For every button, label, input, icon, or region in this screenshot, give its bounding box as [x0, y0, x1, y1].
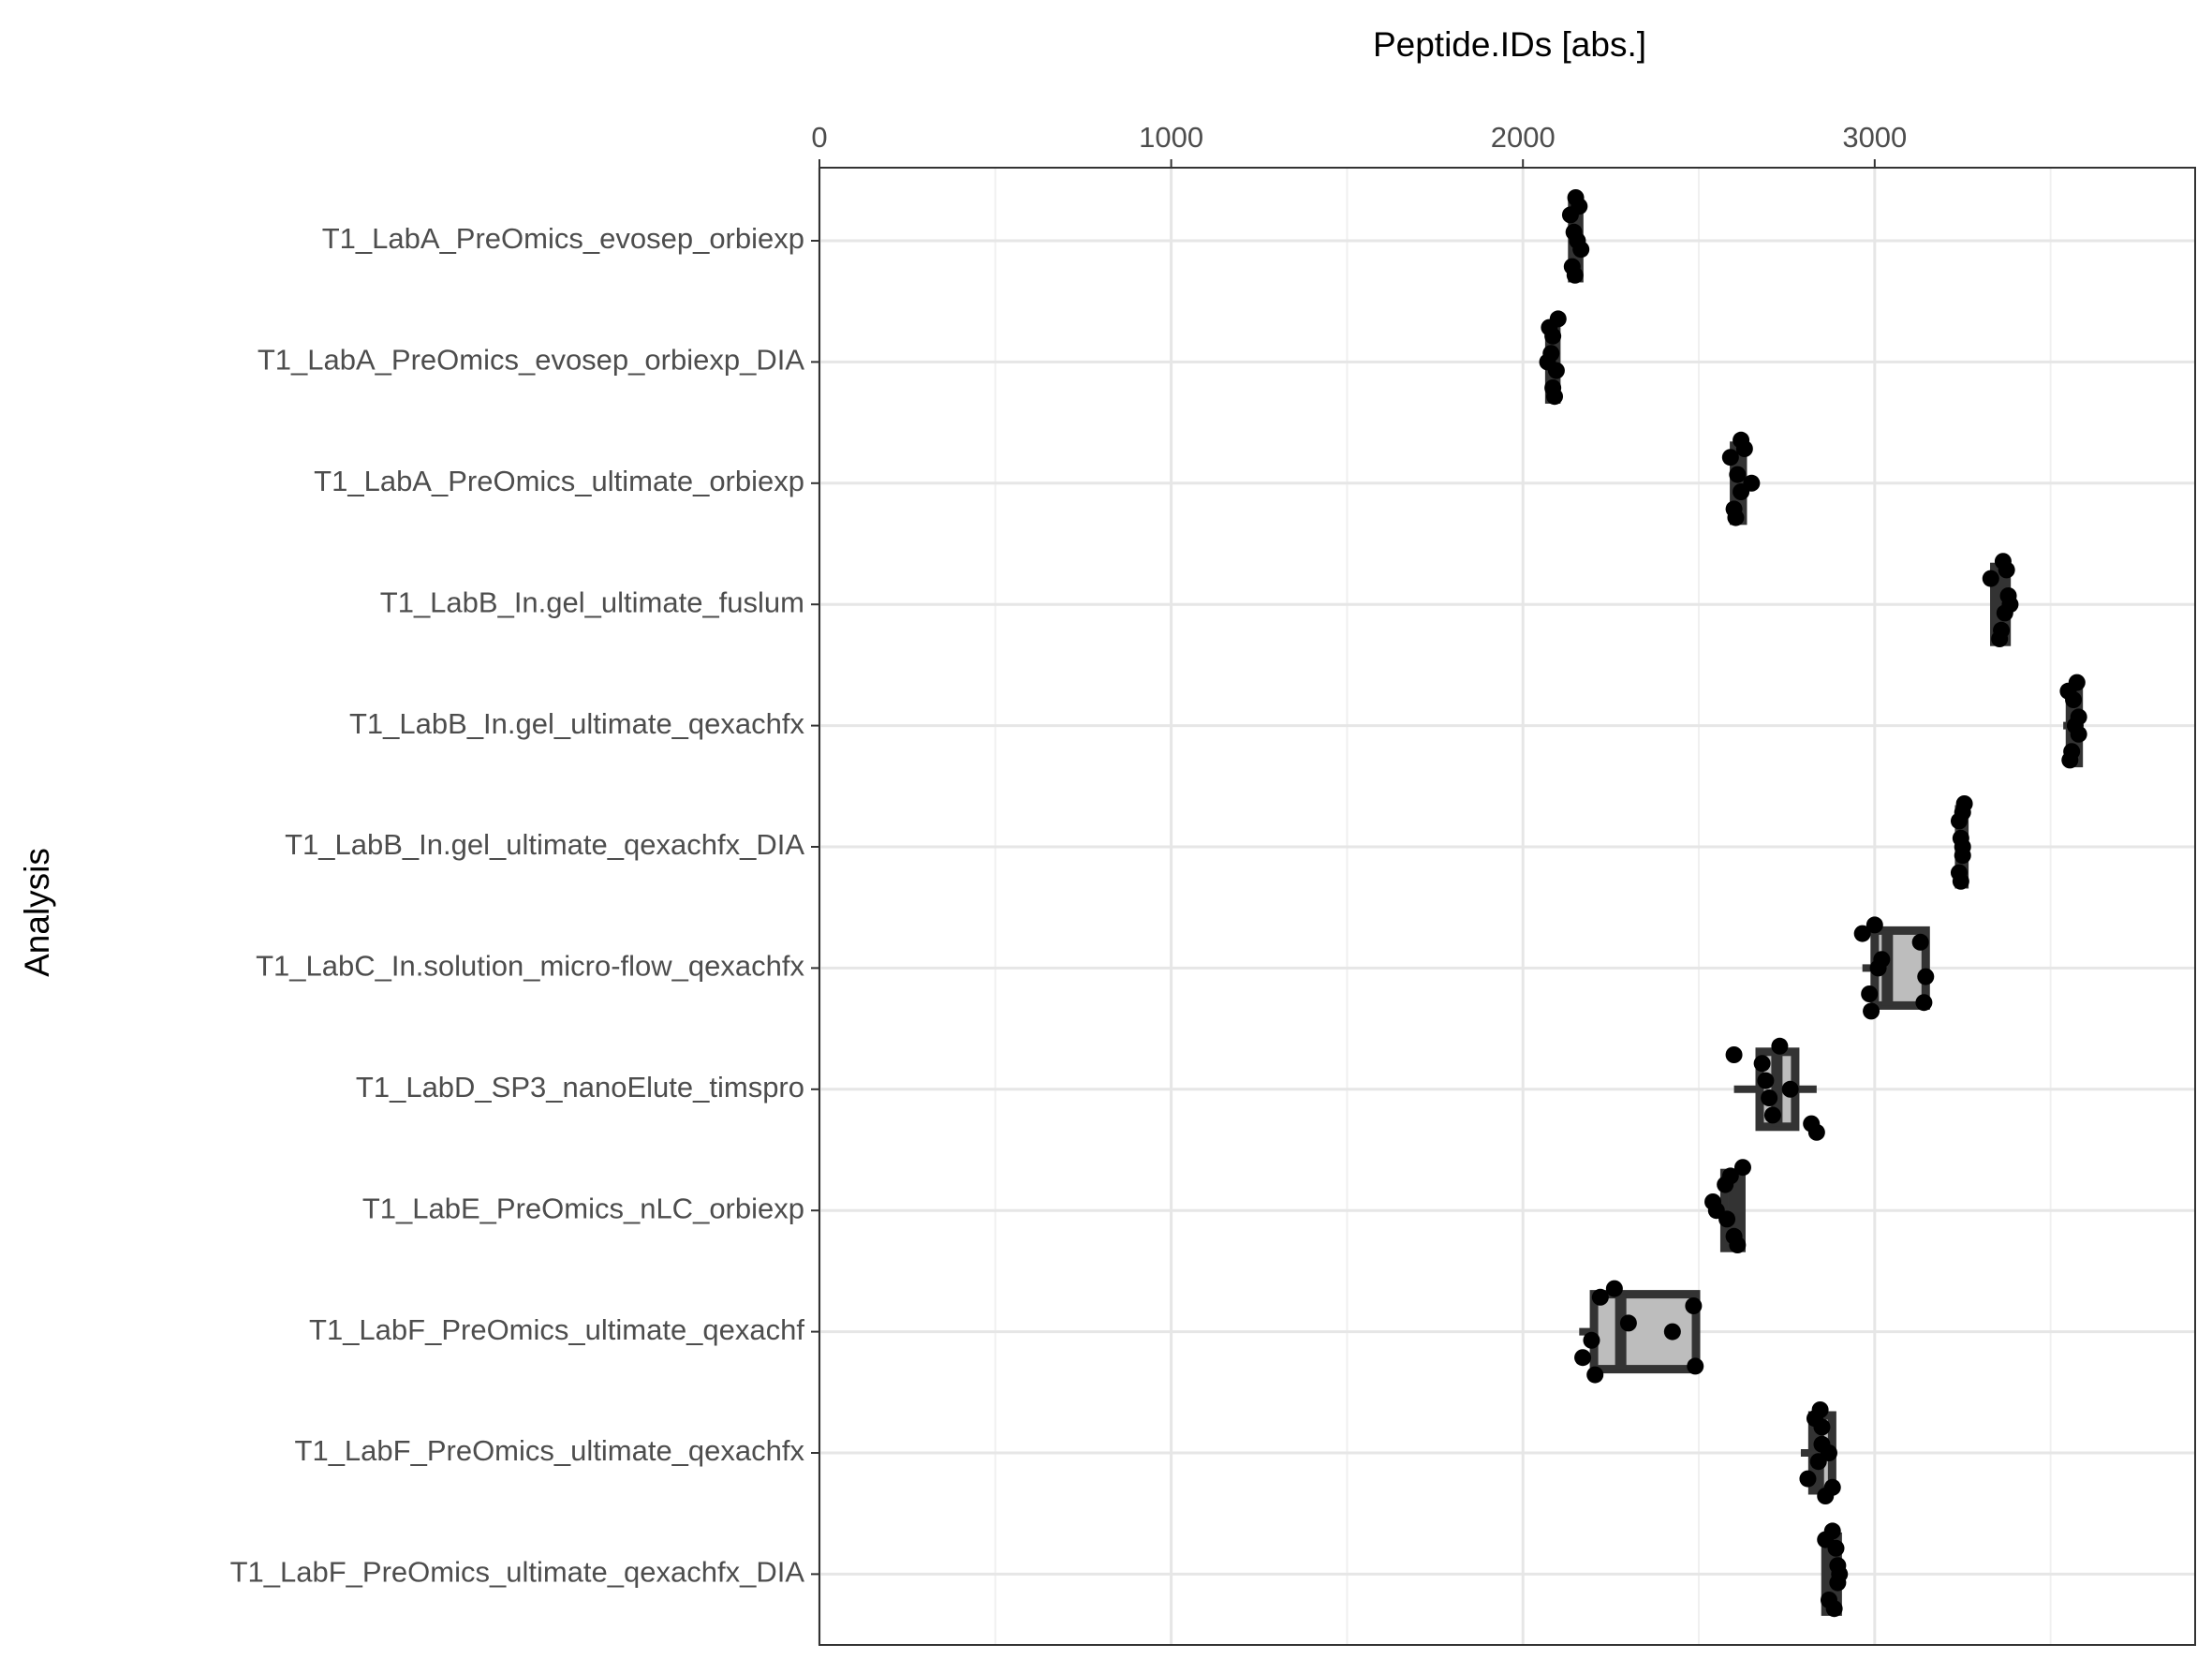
y-tick-label: T1_LabA_PreOmics_ultimate_orbiexp: [314, 465, 804, 497]
point: [1721, 449, 1739, 467]
x-tick-label: 1000: [1139, 121, 1203, 154]
y-tick-label: T1_LabF_PreOmics_ultimate_qexachfx_DIA: [230, 1556, 805, 1589]
y-tick-label: T1_LabF_PreOmics_ultimate_qexachfx: [295, 1434, 805, 1467]
point: [1853, 925, 1871, 942]
point: [1572, 241, 1590, 259]
point: [1827, 1539, 1845, 1557]
point: [1952, 872, 1969, 890]
point: [2061, 751, 2079, 769]
point: [1757, 1072, 1775, 1089]
x-tick-label: 3000: [1842, 121, 1907, 154]
point: [1799, 1470, 1817, 1488]
point: [1996, 604, 2013, 622]
y-axis-label: Analysis: [18, 848, 56, 977]
point: [1685, 1297, 1703, 1314]
point: [1813, 1418, 1831, 1436]
point: [1954, 847, 1971, 865]
point: [1911, 933, 1929, 951]
y-tick-label: T1_LabB_In.gel_ultimate_qexachfx_DIA: [285, 828, 804, 861]
point: [1605, 1280, 1623, 1297]
point: [1546, 388, 1564, 406]
point: [1718, 1210, 1736, 1228]
point: [1619, 1314, 1637, 1332]
x-tick-label: 0: [811, 121, 827, 154]
point: [1809, 1453, 1827, 1471]
point: [1861, 985, 1879, 1002]
point: [1869, 959, 1887, 977]
point: [1807, 1123, 1825, 1141]
point: [1725, 1046, 1743, 1063]
point: [1865, 916, 1883, 934]
y-tick-label: T1_LabE_PreOmics_nLC_orbiexp: [362, 1192, 804, 1224]
point: [1982, 570, 1999, 587]
chart-title: Peptide.IDs [abs.]: [1373, 25, 1646, 64]
point: [1829, 1574, 1847, 1592]
point: [1817, 1488, 1835, 1504]
point: [1917, 968, 1935, 985]
point: [1781, 1080, 1799, 1098]
point: [1771, 1037, 1789, 1055]
y-tick-label: T1_LabF_PreOmics_ultimate_qexachf: [309, 1313, 804, 1346]
point: [2070, 725, 2087, 743]
point: [1950, 812, 1968, 830]
y-tick-label: T1_LabB_In.gel_ultimate_qexachfx: [349, 707, 804, 740]
point: [1583, 1331, 1600, 1349]
x-tick-label: 2000: [1491, 121, 1556, 154]
y-tick-label: T1_LabA_PreOmics_evosep_orbiexp: [322, 222, 804, 255]
point: [1735, 440, 1753, 457]
point: [1863, 1002, 1880, 1020]
y-tick-label: T1_LabC_In.solution_micro-flow_qexachfx: [256, 950, 804, 983]
point: [1687, 1357, 1704, 1375]
point: [1561, 206, 1579, 224]
point: [1761, 1089, 1778, 1106]
point: [1991, 630, 2009, 647]
plot-frame: [818, 167, 2196, 1646]
point: [1727, 509, 1745, 526]
point: [1717, 1176, 1734, 1193]
point: [1566, 266, 1584, 284]
point: [1825, 1600, 1843, 1618]
point: [1763, 1106, 1781, 1124]
y-tick-label: T1_LabA_PreOmics_evosep_orbiexp_DIA: [258, 344, 804, 377]
point: [1733, 1159, 1751, 1177]
point: [1729, 1237, 1747, 1253]
point: [1753, 1055, 1771, 1073]
y-tick-label: T1_LabD_SP3_nanoElute_timspro: [356, 1071, 804, 1104]
point: [1733, 483, 1750, 500]
point: [1544, 327, 1562, 345]
point: [1729, 466, 1747, 483]
point: [2065, 691, 2083, 708]
point: [1547, 362, 1565, 379]
point: [1915, 994, 1933, 1012]
point: [1586, 1366, 1604, 1384]
point: [1591, 1288, 1609, 1306]
y-tick-label: T1_LabB_In.gel_ultimate_fuslum: [380, 585, 804, 618]
point: [1663, 1323, 1681, 1341]
point: [1574, 1349, 1592, 1367]
point: [1998, 561, 2015, 579]
